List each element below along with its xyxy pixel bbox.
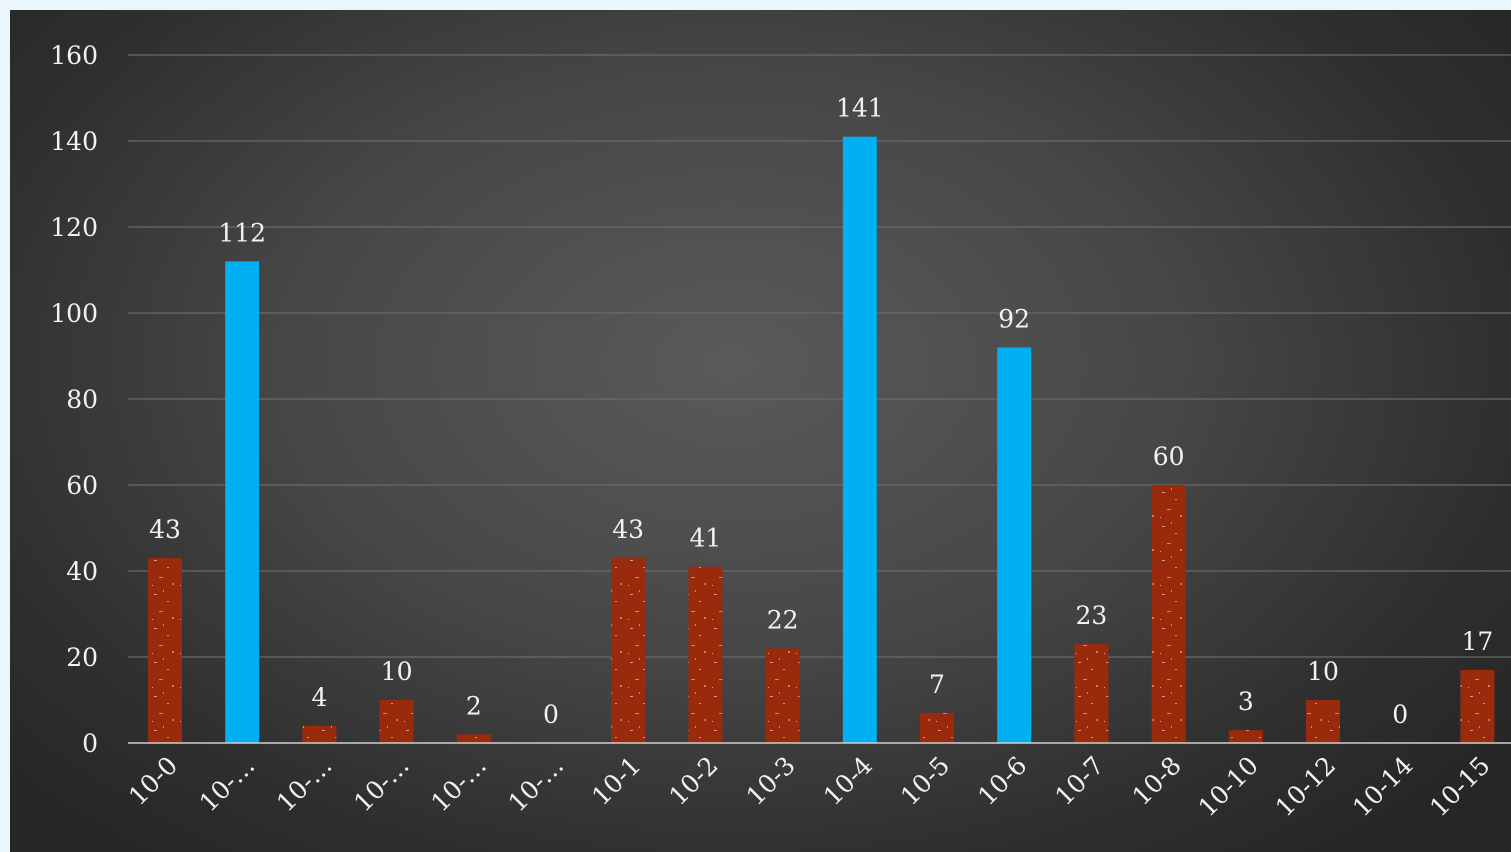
bar-16 <box>1306 700 1340 743</box>
y-tick-label: 80 <box>66 385 98 414</box>
bar-18 <box>1460 669 1495 743</box>
data-label: 0 <box>543 700 559 729</box>
bar-13 <box>1074 644 1109 743</box>
bar-11 <box>920 712 954 743</box>
bar-10 <box>842 136 877 743</box>
x-tick-label: 10-6 <box>972 751 1032 811</box>
data-label: 22 <box>767 605 799 634</box>
bar-12 <box>997 347 1032 743</box>
y-tick-label: 140 <box>50 127 98 156</box>
chart-area: 0 20 40 60 80 100 120 140 160 43 112 4 10 2 0 43 41 22 14… <box>10 10 1511 852</box>
data-label: 41 <box>689 524 721 553</box>
y-tick-label: 60 <box>66 471 98 500</box>
bar-texture <box>1151 485 1186 743</box>
x-tick-label: 10-7 <box>1049 751 1109 811</box>
x-tick-label: 10-15 <box>1424 751 1495 822</box>
data-label: 141 <box>836 94 884 123</box>
bar-fill <box>842 136 877 743</box>
data-label: 17 <box>1461 627 1493 656</box>
data-label: 4 <box>311 683 327 712</box>
y-tick-label: 160 <box>50 41 98 70</box>
data-label: 112 <box>218 218 266 247</box>
data-label: 2 <box>466 691 482 720</box>
bar-texture <box>765 648 800 743</box>
x-tick-label: 10-4 <box>818 751 878 811</box>
x-tick-label: 10-14 <box>1347 751 1418 822</box>
bar-texture <box>920 712 954 743</box>
x-tick-label: 10-5 <box>895 751 955 811</box>
data-labels: 43 112 4 10 2 0 43 41 22 141 7 92 23 60 3 10 0 17 <box>149 94 1493 729</box>
y-tick-label: 100 <box>50 299 98 328</box>
bar-fill <box>997 347 1032 743</box>
data-label: 43 <box>612 515 644 544</box>
data-label: 10 <box>1307 657 1339 686</box>
x-tick-label: 10-… <box>425 751 492 818</box>
x-tick-label: 10-8 <box>1127 751 1187 811</box>
bar-texture <box>1228 730 1263 743</box>
y-tick-label: 0 <box>82 729 98 758</box>
bar-4 <box>379 700 414 743</box>
y-axis-ticks: 0 20 40 60 80 100 120 140 160 <box>50 41 98 758</box>
y-tick-label: 20 <box>66 643 98 672</box>
x-tick-label: 10-10 <box>1193 751 1264 822</box>
x-tick-label: 10-… <box>194 751 261 818</box>
bar-texture <box>148 558 182 743</box>
gridlines <box>128 54 1511 658</box>
bar-8 <box>688 566 723 743</box>
bar-texture <box>1074 644 1109 743</box>
x-tick-label: 10-… <box>348 751 415 818</box>
bar-3 <box>302 725 337 743</box>
x-axis-ticks: 10-0 10-… 10-… 10-… 10-… 10-… 10-1 10-2 10-3 10-4… <box>123 751 1496 822</box>
bar-texture <box>302 725 337 743</box>
y-tick-label: 120 <box>50 213 98 242</box>
data-label: 43 <box>149 515 181 544</box>
bar-2 <box>225 261 260 743</box>
data-label: 60 <box>1153 442 1185 471</box>
bars <box>148 136 1495 743</box>
data-label: 0 <box>1392 700 1408 729</box>
bar-1 <box>148 558 182 743</box>
bar-14 <box>1151 485 1186 743</box>
bar-5 <box>456 734 491 743</box>
bar-15 <box>1228 730 1263 743</box>
bar-texture <box>456 734 491 743</box>
data-label: 7 <box>929 670 945 699</box>
bar-7 <box>611 558 646 743</box>
x-tick-label: 10-0 <box>123 751 183 811</box>
bar-texture <box>1460 669 1495 743</box>
bar-9 <box>765 648 800 743</box>
bar-texture <box>688 566 723 743</box>
x-tick-label: 10-2 <box>663 751 723 811</box>
x-tick-label: 10-… <box>503 751 570 818</box>
bar-texture <box>611 558 646 743</box>
bar-texture <box>1306 700 1340 743</box>
bar-fill <box>225 261 260 743</box>
y-tick-label: 40 <box>66 557 98 586</box>
bar-texture <box>379 700 414 743</box>
x-tick-label: 10-1 <box>586 751 646 811</box>
data-label: 92 <box>998 304 1030 333</box>
x-tick-label: 10-3 <box>741 751 801 811</box>
data-label: 3 <box>1238 687 1254 716</box>
data-label: 10 <box>381 657 413 686</box>
data-label: 23 <box>1075 601 1107 630</box>
x-tick-label: 10-12 <box>1270 751 1341 822</box>
x-tick-label: 10-… <box>271 751 338 818</box>
